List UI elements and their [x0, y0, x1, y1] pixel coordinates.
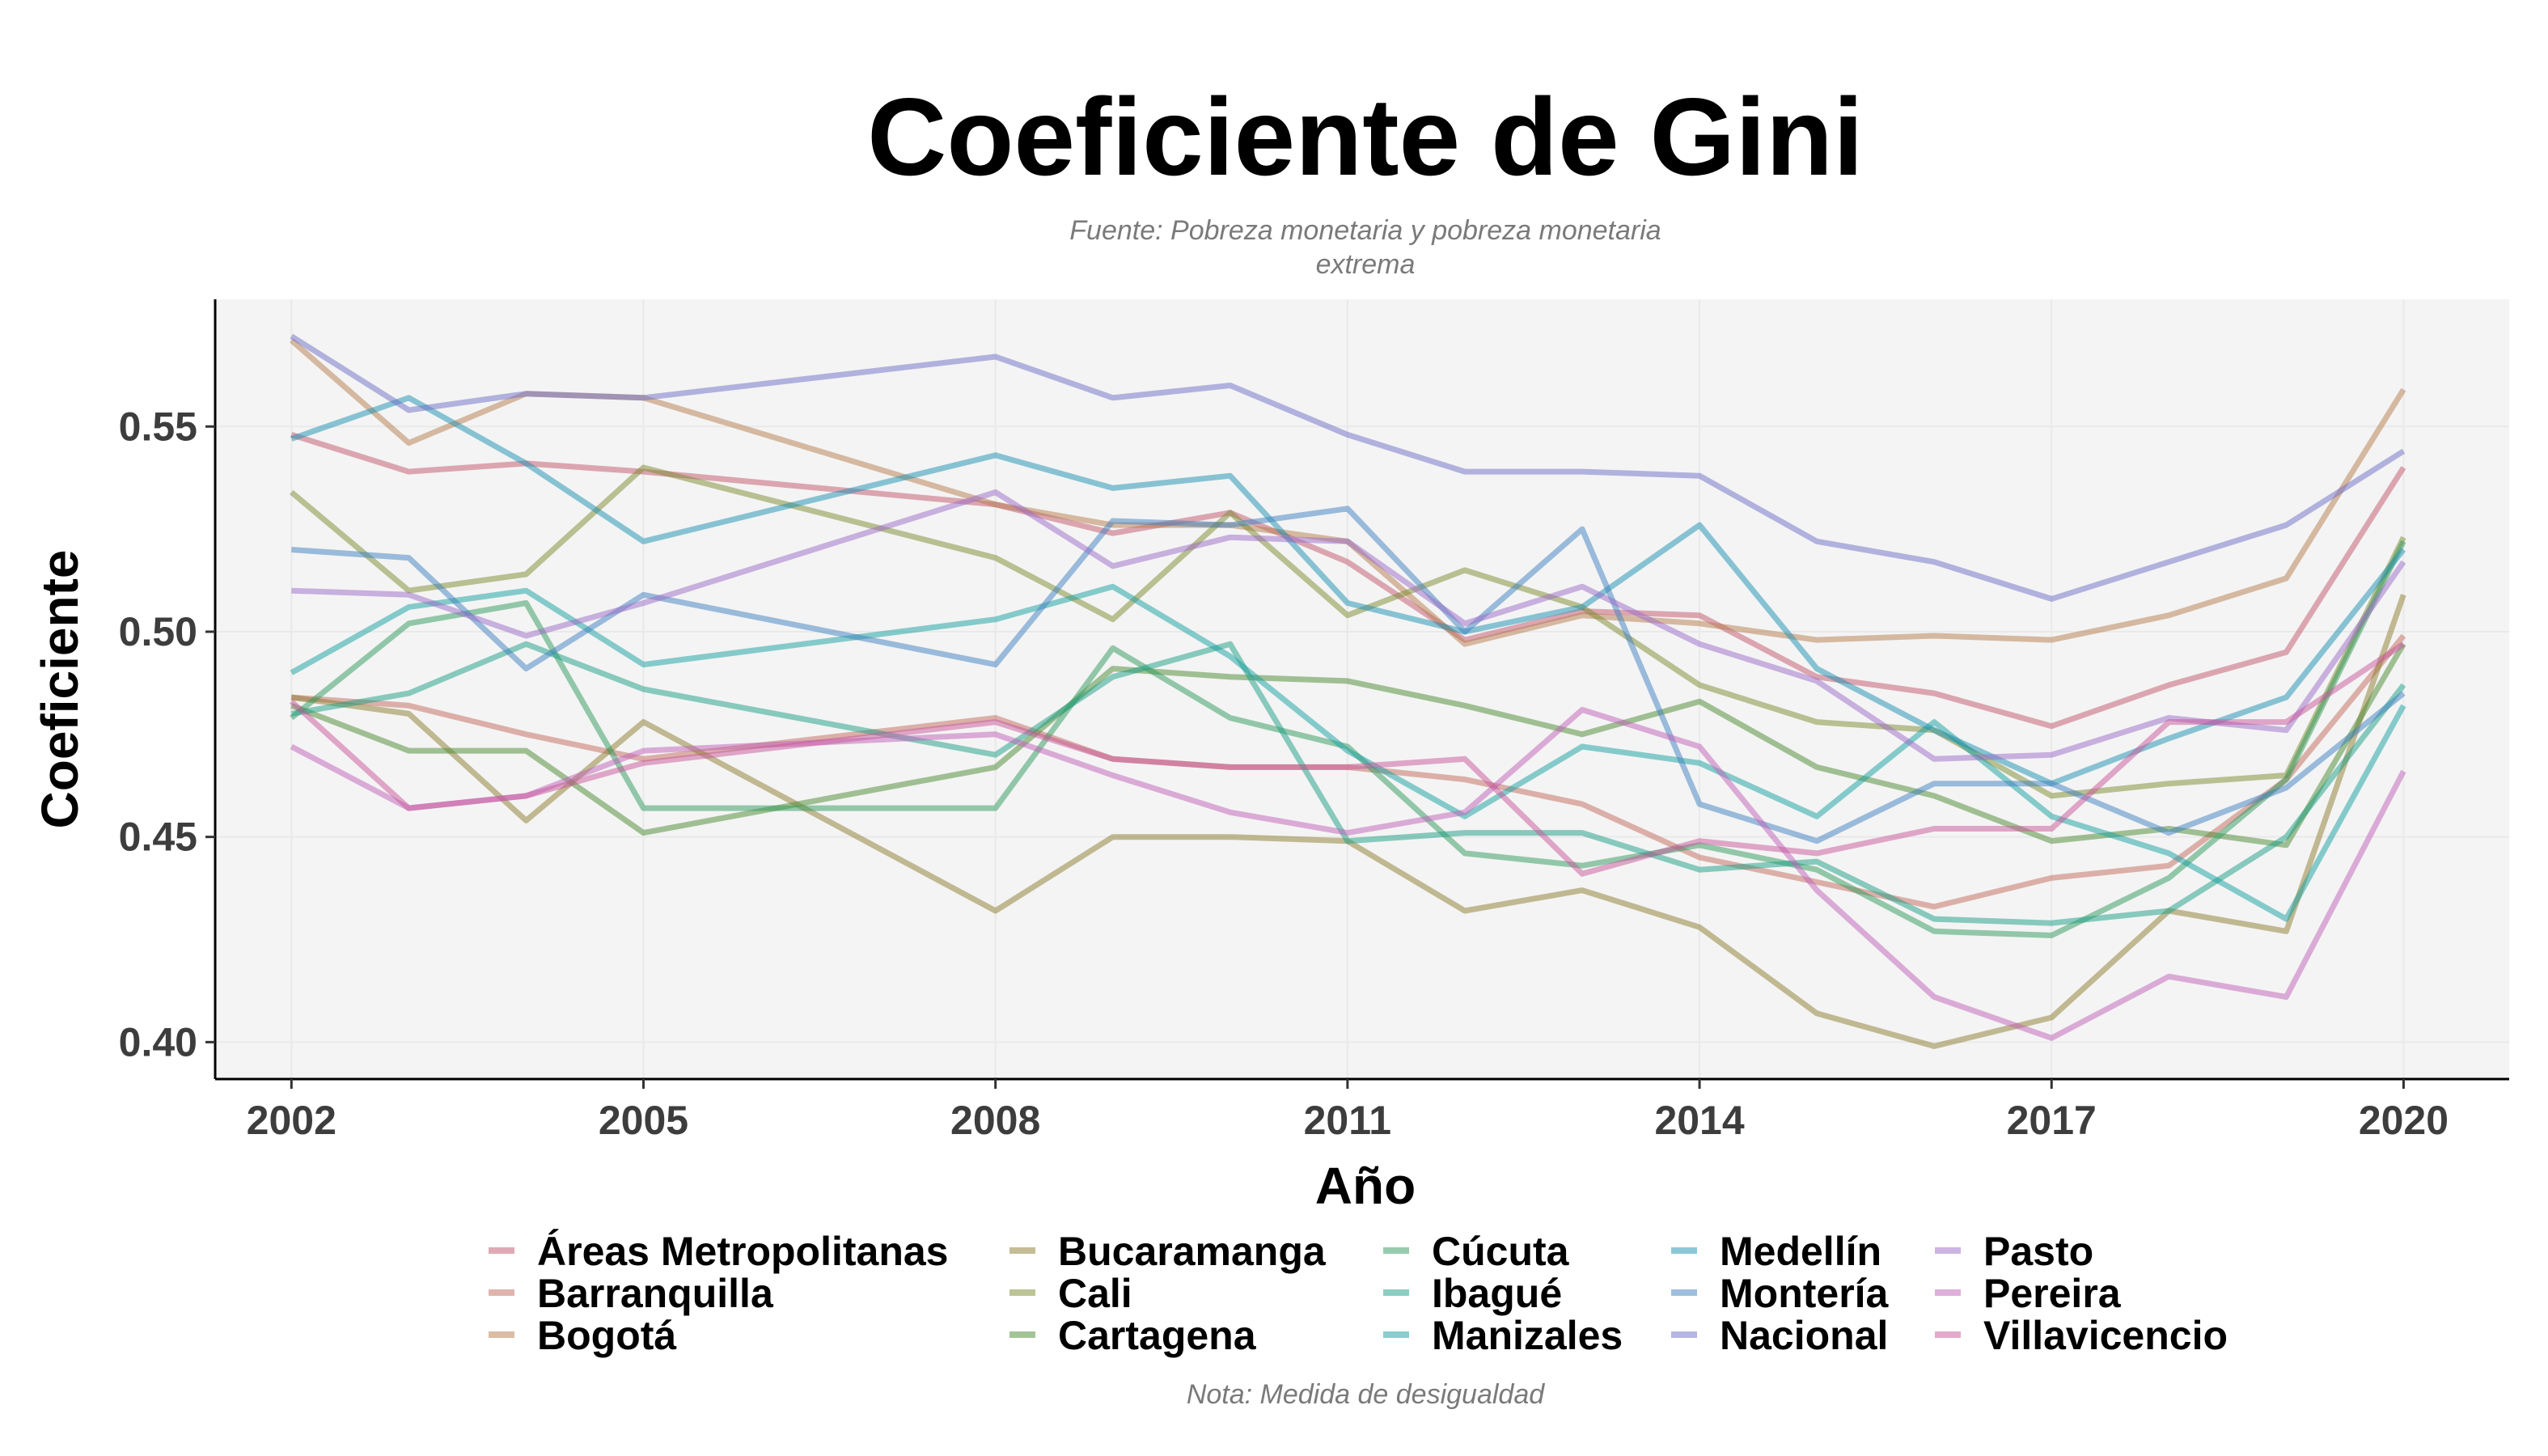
chart-caption: Nota: Medida de desigualdad — [1187, 1379, 1545, 1410]
x-tick-label: 2002 — [247, 1098, 336, 1143]
series-line — [291, 506, 2406, 844]
legend-label: Manizales — [1432, 1313, 1623, 1358]
legend-label: Medellín — [1720, 1229, 1881, 1274]
legend-label: Villavicencio — [1983, 1313, 2228, 1358]
chart-title: Coeficiente de Gini — [867, 75, 1864, 198]
series-line — [289, 641, 2406, 877]
y-axis-title: Coeficiente — [31, 550, 89, 829]
x-tick-label: 2008 — [950, 1098, 1040, 1143]
legend-label: Ibagué — [1432, 1271, 1562, 1316]
x-axis-title: Año — [1315, 1157, 1416, 1215]
y-axis-ticks: 0.40 0.45 0.50 0.55 — [119, 404, 215, 1064]
series-line — [290, 594, 2406, 1049]
legend-label: Cartagena — [1058, 1313, 1257, 1358]
x-tick-label: 2020 — [2359, 1098, 2449, 1143]
series-line — [291, 633, 2406, 910]
x-tick-label: 2014 — [1654, 1098, 1744, 1143]
series-line — [290, 706, 2406, 1041]
y-tick-label: 0.40 — [119, 1019, 197, 1064]
legend-label: Pasto — [1983, 1229, 2093, 1274]
series-line — [290, 333, 2406, 602]
legend-label: Pereira — [1983, 1271, 2122, 1316]
legend-label: Cali — [1058, 1271, 1132, 1316]
series-line — [290, 641, 2406, 926]
legend-label: Nacional — [1720, 1313, 1888, 1358]
series-line — [290, 583, 2406, 922]
series-line — [290, 642, 2406, 849]
chart-subtitle-line-2: extrema — [1316, 249, 1416, 280]
x-axis-ticks: 2002 2005 2008 2011 2014 2017 2020 — [247, 1079, 2449, 1143]
legend-label: Montería — [1720, 1271, 1890, 1316]
series-line — [290, 432, 2406, 730]
x-tick-label: 2005 — [599, 1098, 688, 1143]
legend-label: Cúcuta — [1432, 1229, 1570, 1274]
y-tick-label: 0.45 — [119, 815, 197, 860]
y-tick-label: 0.55 — [119, 404, 197, 449]
series-line — [291, 489, 2406, 762]
legend-label: Bogotá — [537, 1313, 676, 1358]
grid — [215, 299, 2509, 1079]
legend-label: Bucaramanga — [1058, 1229, 1327, 1274]
legend-label: Áreas Metropolitanas — [537, 1229, 948, 1274]
y-tick-label: 0.50 — [119, 609, 197, 654]
series-lines — [289, 333, 2406, 1049]
chart-subtitle-line-1: Fuente: Pobreza monetaria y pobreza mone… — [1069, 215, 1661, 246]
x-tick-label: 2017 — [2007, 1098, 2097, 1143]
x-tick-label: 2011 — [1304, 1098, 1391, 1143]
legend-label: Barranquilla — [537, 1271, 774, 1316]
